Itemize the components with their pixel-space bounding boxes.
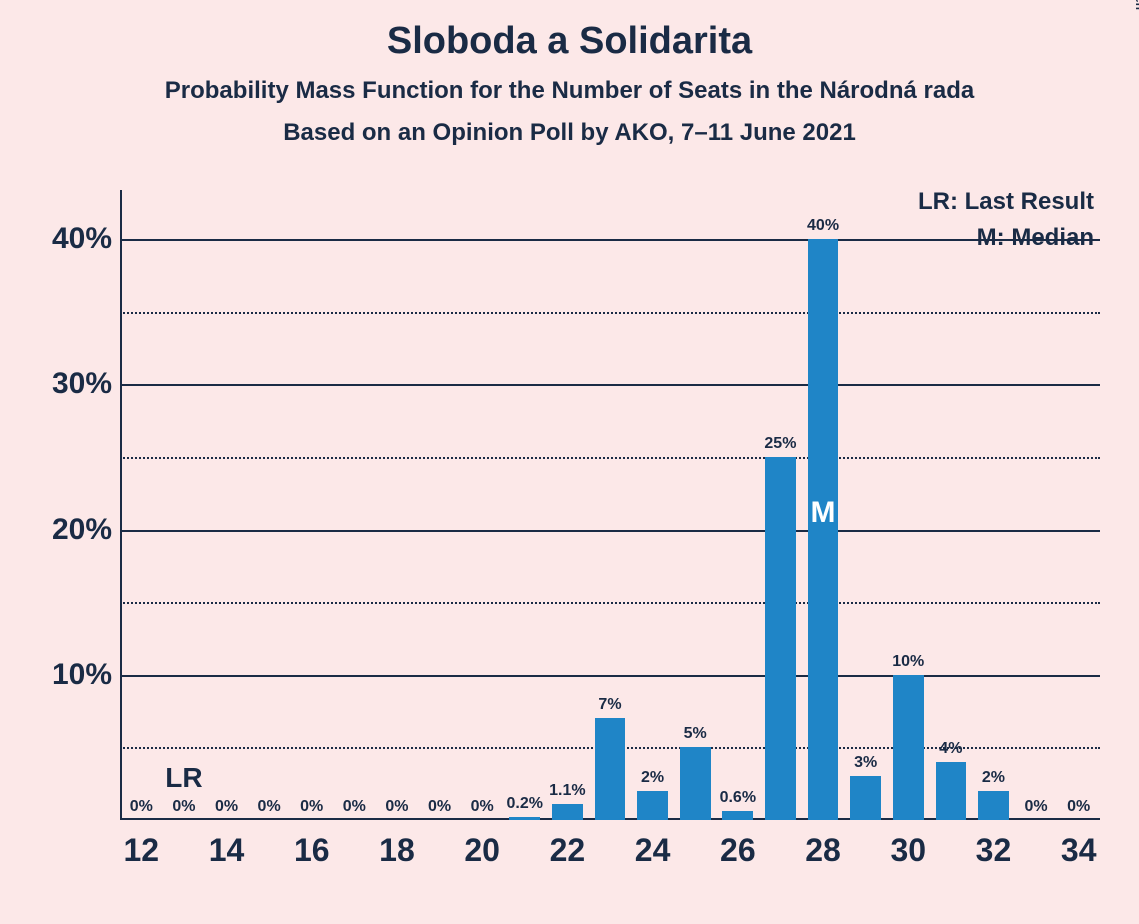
bar xyxy=(509,817,540,820)
bar-value-label: 0% xyxy=(215,798,238,816)
bar-slot: 0% xyxy=(461,210,504,820)
bar xyxy=(637,791,668,820)
bar-slot: 0% xyxy=(418,210,461,820)
bar-slot: 0% xyxy=(1057,210,1100,820)
bar-value-label: 25% xyxy=(764,435,796,453)
bar-slot: 2% xyxy=(631,210,674,820)
x-tick-label: 18 xyxy=(379,820,415,869)
bar-slot: 2% xyxy=(972,210,1015,820)
chart-subtitle-1: Probability Mass Function for the Number… xyxy=(0,77,1139,105)
copyright-text: © 2021 Filip van Laenen xyxy=(1133,0,1139,10)
bar xyxy=(808,239,839,820)
bar-slot: 0.2% xyxy=(503,210,546,820)
bar xyxy=(850,776,881,820)
bar-value-label: 4% xyxy=(939,740,962,758)
x-tick-label: 28 xyxy=(805,820,841,869)
bar-value-label: 0% xyxy=(258,798,281,816)
y-tick-label: 30% xyxy=(52,367,120,401)
chart-plot-area: 0% 0% 0% 0% 0% 0% 0% 0% 0% 0.2% 1.1% 7% 2% 5% 0.6% 25% 4… xyxy=(120,210,1100,820)
median-marker: M xyxy=(811,496,836,530)
bar-slot: 0% xyxy=(248,210,291,820)
bar-value-label: 0% xyxy=(1025,798,1048,816)
bar-slot: 10% xyxy=(887,210,930,820)
bar-slot: 40% M xyxy=(802,210,845,820)
bar-slot: 3% xyxy=(844,210,887,820)
x-tick-label: 14 xyxy=(209,820,245,869)
bar-value-label: 0% xyxy=(300,798,323,816)
bar xyxy=(893,675,924,820)
chart-title: Sloboda a Solidarita xyxy=(0,20,1139,63)
bar-slot: 4% xyxy=(930,210,973,820)
bar-slot: 1.1% xyxy=(546,210,589,820)
y-tick-label: 40% xyxy=(52,222,120,256)
x-tick-label: 12 xyxy=(124,820,160,869)
bar-value-label: 40% xyxy=(807,217,839,235)
x-tick-label: 16 xyxy=(294,820,330,869)
bar-value-label: 10% xyxy=(892,653,924,671)
bar-value-label: 0% xyxy=(172,798,195,816)
bar xyxy=(680,747,711,820)
y-tick-label: 10% xyxy=(52,658,120,692)
bar-value-label: 2% xyxy=(982,769,1005,787)
bar-slot: 7% xyxy=(589,210,632,820)
x-tick-label: 26 xyxy=(720,820,756,869)
bar xyxy=(552,804,583,820)
bar-value-label: 5% xyxy=(684,725,707,743)
bar xyxy=(936,762,967,820)
bar-value-label: 2% xyxy=(641,769,664,787)
bar-value-label: 0% xyxy=(471,798,494,816)
x-tick-label: 34 xyxy=(1061,820,1097,869)
bar-value-label: 0.6% xyxy=(720,789,756,807)
bar-slot: 0% xyxy=(290,210,333,820)
bar-value-label: 1.1% xyxy=(549,782,585,800)
x-tick-label: 30 xyxy=(890,820,926,869)
bar xyxy=(978,791,1009,820)
bar-slot: 0% xyxy=(120,210,163,820)
bar-slot: 0% xyxy=(163,210,206,820)
bar-value-label: 3% xyxy=(854,754,877,772)
bar-slot: 25% xyxy=(759,210,802,820)
bar-value-label: 0% xyxy=(130,798,153,816)
bar-value-label: 0% xyxy=(428,798,451,816)
bar xyxy=(722,811,753,820)
bar-value-label: 0% xyxy=(343,798,366,816)
bar xyxy=(595,718,626,820)
bar-slot: 0% xyxy=(376,210,419,820)
bar-slot: 5% xyxy=(674,210,717,820)
bar-slot: 0% xyxy=(333,210,376,820)
bar-slot: 0% xyxy=(1015,210,1058,820)
bar-value-label: 0.2% xyxy=(507,795,543,813)
legend-m: M: Median xyxy=(977,224,1094,252)
bar-value-label: 7% xyxy=(598,696,621,714)
x-tick-label: 24 xyxy=(635,820,671,869)
x-tick-label: 20 xyxy=(464,820,500,869)
bar-slot: 0% xyxy=(205,210,248,820)
y-tick-label: 20% xyxy=(52,513,120,547)
bar xyxy=(765,457,796,820)
bar-value-label: 0% xyxy=(1067,798,1090,816)
x-tick-label: 22 xyxy=(550,820,586,869)
x-tick-label: 32 xyxy=(976,820,1012,869)
bar-value-label: 0% xyxy=(385,798,408,816)
legend-lr: LR: Last Result xyxy=(918,188,1094,216)
bar-slot: 0.6% xyxy=(717,210,760,820)
lr-marker: LR xyxy=(165,762,202,794)
chart-subtitle-2: Based on an Opinion Poll by AKO, 7–11 Ju… xyxy=(0,119,1139,147)
